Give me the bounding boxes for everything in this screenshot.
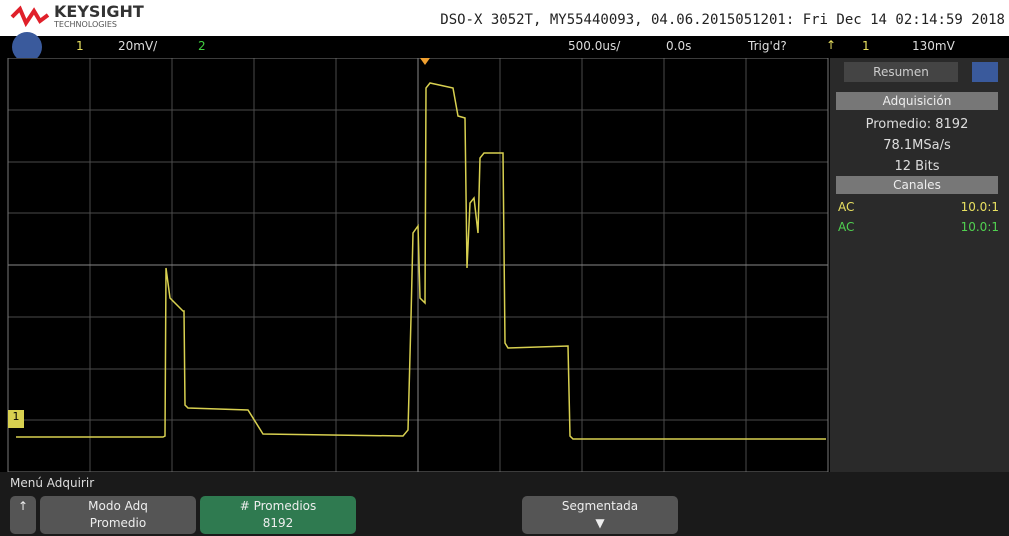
softkey-label: Modo Adq	[88, 499, 148, 513]
center-axes	[8, 58, 828, 472]
probe: 10.0:1	[960, 200, 999, 214]
main-menu-button[interactable]	[12, 32, 42, 62]
logo-icon	[10, 5, 50, 28]
softkey-label: Segmentada	[561, 499, 639, 513]
softkey[interactable]: Segmentada ▼	[522, 496, 678, 534]
section-title: Adquisición	[836, 92, 998, 110]
softkey-arrow: ▼	[595, 516, 605, 530]
trigger-channel: 1	[862, 39, 870, 53]
softkey-label: # Promedios	[239, 499, 317, 513]
screen: 1	[0, 58, 830, 472]
trigger-level: 130mV	[912, 39, 955, 53]
info-line: Promedio: 8192	[865, 117, 969, 132]
info-line: 12 Bits	[894, 159, 940, 174]
acquisition-info: Promedio: 8192 78.1MSa/s 12 Bits	[836, 114, 998, 177]
trigger-icon: ↑	[826, 38, 837, 52]
brand: KEYSIGHT	[54, 2, 144, 21]
ground-marker: 1	[8, 410, 24, 428]
trigger-marker	[420, 58, 430, 65]
toolbar: 1 20mV/ 2 500.0us/ 0.0s Trig'd? ↑ 1 130m…	[0, 32, 1009, 62]
ch1: 1	[76, 39, 84, 53]
timebase: 500.0us/	[568, 39, 621, 53]
trigger-status: Trig'd?	[748, 39, 787, 53]
side-panel: Resumen Adquisición Promedio: 8192 78.1M…	[830, 58, 1009, 472]
menu-title: Menú Adquirir	[10, 476, 95, 490]
ch2: 2	[198, 39, 206, 53]
panel-tab[interactable]: Resumen	[844, 62, 958, 82]
info-line: 78.1MSa/s	[883, 138, 951, 153]
softkey[interactable]: Modo Adq Promedio	[40, 496, 196, 534]
softkey-value: 8192	[262, 516, 294, 530]
panel-icon[interactable]	[972, 62, 998, 82]
ch1-scale: 20mV/	[118, 39, 158, 53]
logo: KEYSIGHT TECHNOLOGIES	[10, 2, 150, 32]
softkey-value: Promedio	[89, 516, 147, 530]
trace	[16, 82, 826, 440]
section-title: Canales	[836, 176, 998, 194]
coupling: AC	[838, 220, 855, 234]
waveform-display	[7, 58, 829, 472]
brand-sub: TECHNOLOGIES	[54, 20, 117, 29]
probe: 10.0:1	[960, 220, 999, 234]
back-button[interactable]: ↑	[10, 496, 36, 534]
delay: 0.0s	[666, 39, 692, 53]
softkey[interactable]: # Promedios 8192	[200, 496, 356, 534]
instrument-info: DSO-X 3052T, MY55440093, 04.06.201505120…	[440, 12, 1005, 28]
coupling: AC	[838, 200, 855, 214]
screen-border	[7, 58, 829, 472]
